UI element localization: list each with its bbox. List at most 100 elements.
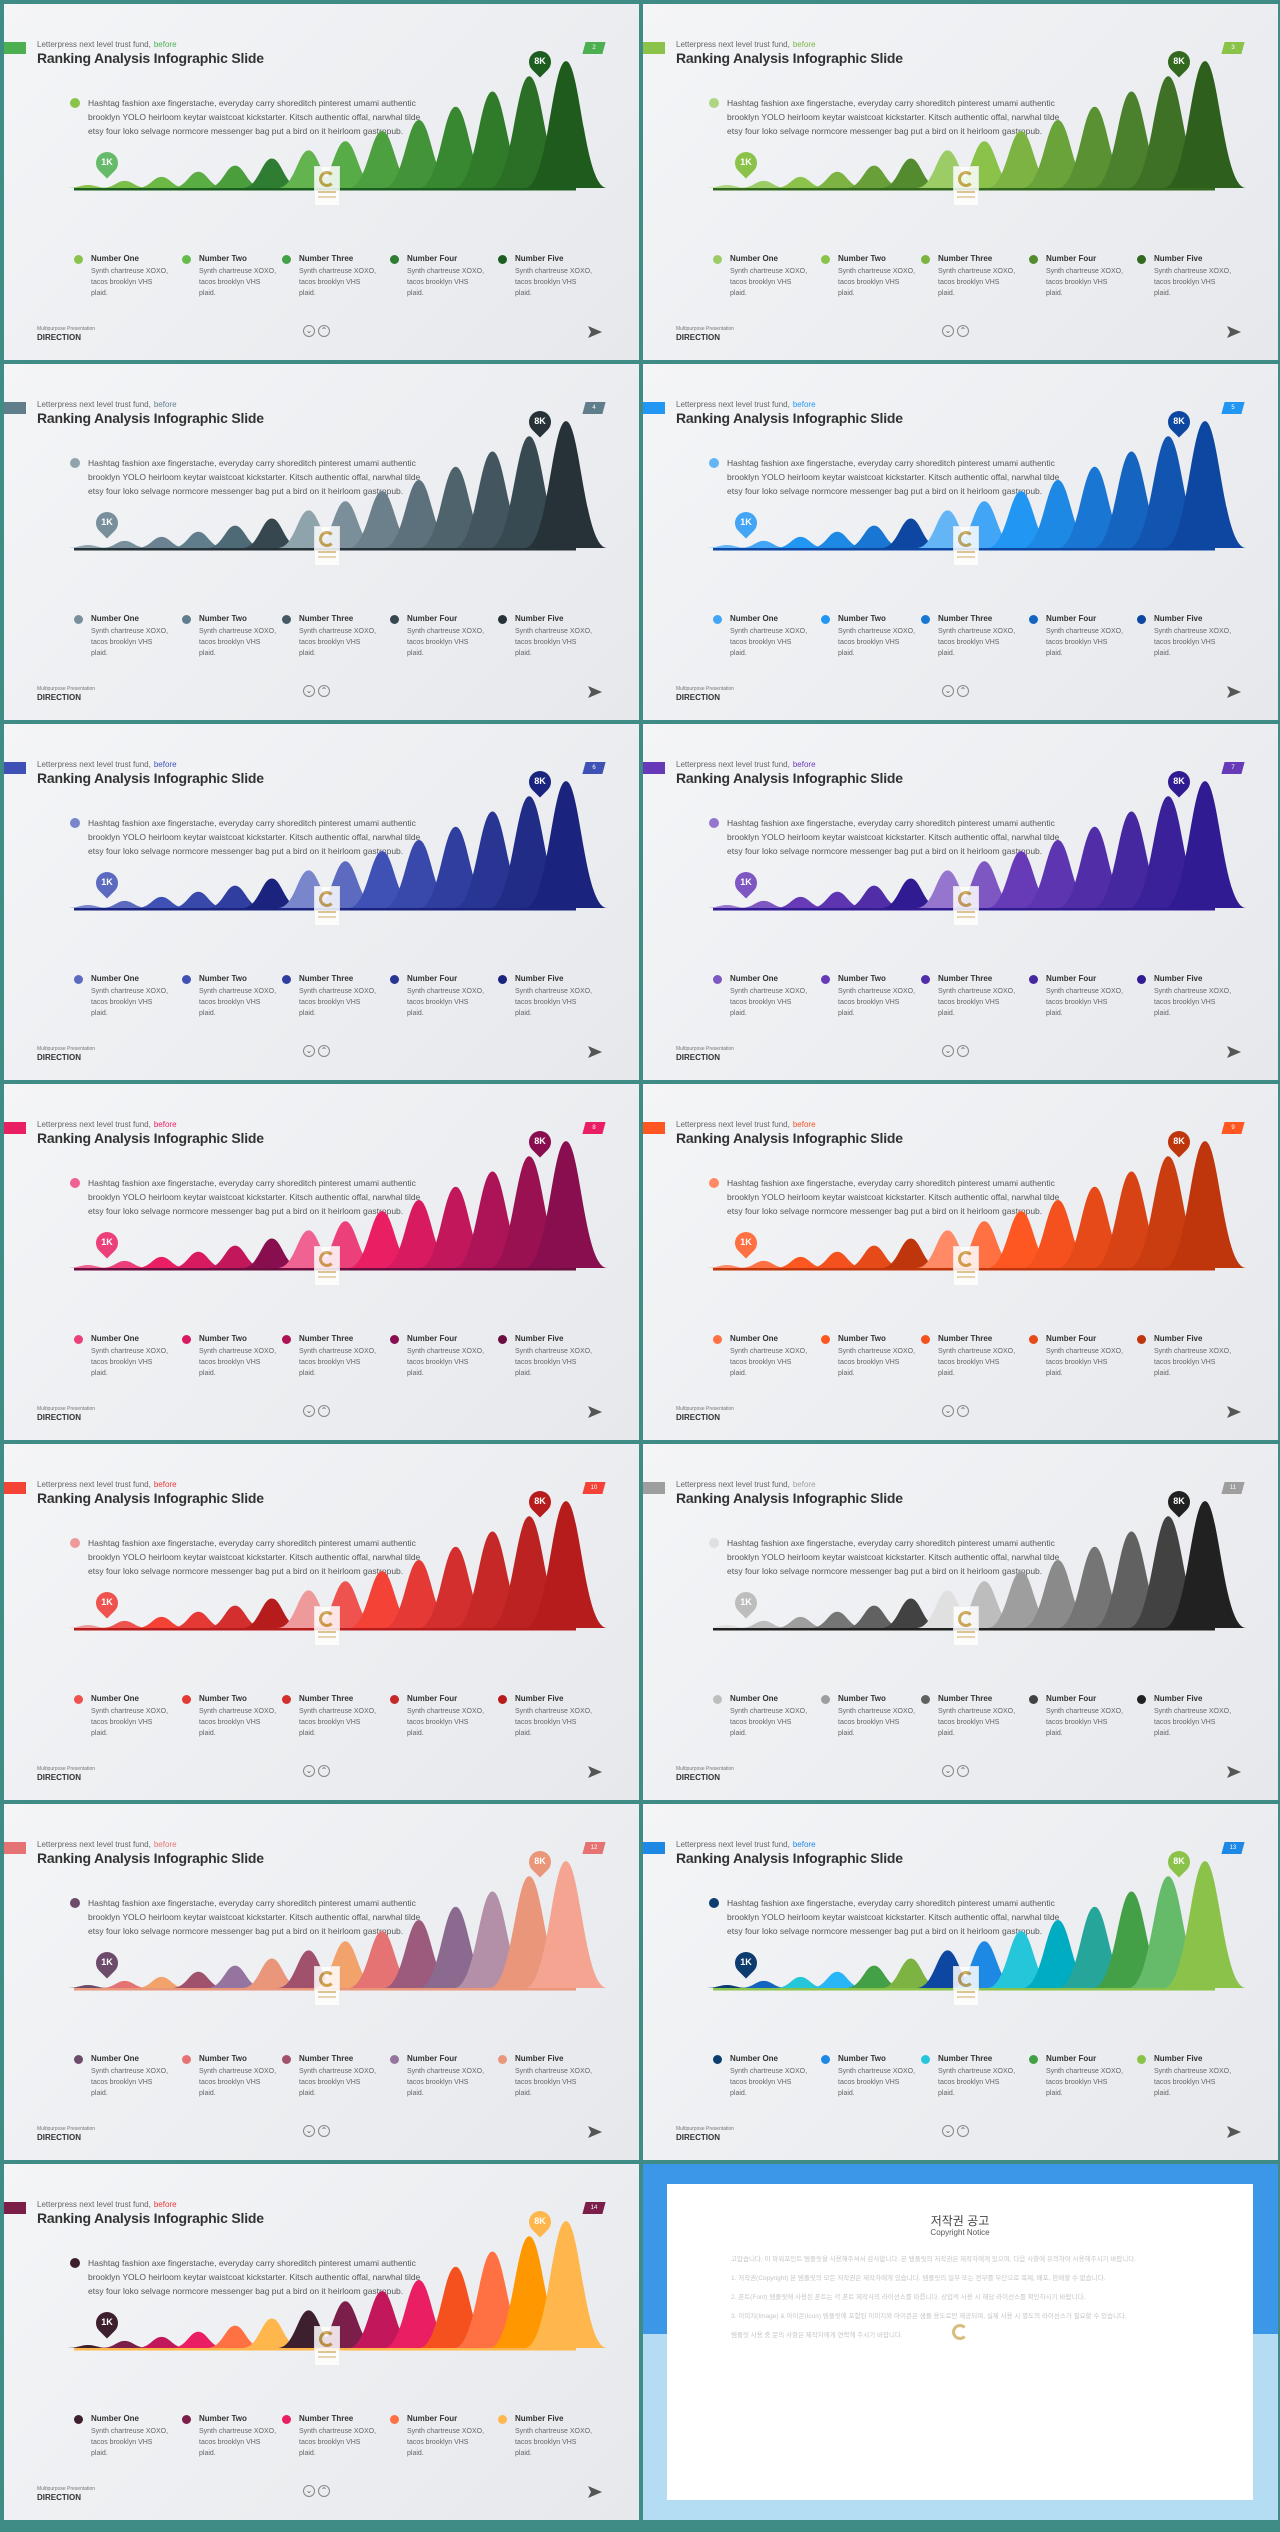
legend-text: Synth chartreuse XOXO, tacos brooklyn VH…: [299, 988, 377, 1017]
chart-peak-2: [100, 900, 149, 908]
legend-dot: [1137, 615, 1146, 624]
ranking-slide-7[interactable]: Letterpress next level trust fund, before…: [643, 724, 1278, 1080]
chevron-down-icon[interactable]: ⌄: [942, 1765, 954, 1777]
chevron-up-icon[interactable]: ⌃: [318, 1045, 330, 1057]
legend-name: Number Five: [515, 2054, 564, 2063]
legend-name: Number Three: [299, 1694, 354, 1703]
chevron-down-icon[interactable]: ⌄: [942, 685, 954, 697]
chevron-down-icon[interactable]: ⌄: [303, 685, 315, 697]
legend-text: Synth chartreuse XOXO, tacos brooklyn VH…: [199, 988, 277, 1017]
ranking-slide-10[interactable]: Letterpress next level trust fund, before…: [4, 1444, 639, 1800]
chevron-up-icon[interactable]: ⌃: [957, 2125, 969, 2137]
slide-grid: Letterpress next level trust fund, before…: [4, 4, 1278, 2528]
copyright-notice-slide[interactable]: 저작권 공고 Copyright Notice 고맙습니다. 이 파워포인트 템플릿…: [643, 2164, 1278, 2520]
description-text: Hashtag fashion axe fingerstache, everyd…: [88, 458, 421, 496]
description-text: Hashtag fashion axe fingerstache, everyd…: [727, 1538, 1060, 1576]
ranking-slide-8[interactable]: Letterpress next level trust fund, before…: [4, 1084, 639, 1440]
chevron-up-icon[interactable]: ⌃: [957, 685, 969, 697]
pin-low-marker: 1K: [91, 147, 123, 179]
footer-subtitle: Multipurpose Presentation: [37, 326, 96, 332]
chevron-up-icon[interactable]: ⌃: [957, 1765, 969, 1777]
paper-plane-icon[interactable]: [587, 2124, 603, 2140]
legend-name: Number Three: [299, 1334, 354, 1343]
watermark-logo: [948, 2320, 972, 2358]
pin-low-marker: 1K: [91, 867, 123, 899]
chevron-down-icon[interactable]: ⌄: [942, 2125, 954, 2137]
paper-plane-icon[interactable]: [1226, 684, 1242, 700]
kicker-highlight: before: [792, 1120, 816, 1129]
description-bullet: [70, 818, 80, 828]
description-text: Hashtag fashion axe fingerstache, everyd…: [727, 818, 1060, 856]
legend-dot: [498, 1335, 507, 1344]
accent-flag: [643, 762, 665, 774]
chart-peak-1: [704, 1264, 750, 1268]
chevron-up-icon[interactable]: ⌃: [318, 1405, 330, 1417]
chevron-down-icon[interactable]: ⌄: [942, 1045, 954, 1057]
chevron-up-icon[interactable]: ⌃: [957, 325, 969, 337]
legend-name: Number One: [91, 614, 140, 623]
paper-plane-icon[interactable]: [587, 1044, 603, 1060]
watermark-logo: [953, 1966, 979, 2006]
ranking-slide-4[interactable]: Letterpress next level trust fund, before…: [4, 364, 639, 720]
paper-plane-icon[interactable]: [587, 1404, 603, 1420]
paper-plane-icon[interactable]: [1226, 1764, 1242, 1780]
legend-name: Number Three: [299, 2414, 354, 2423]
watermark-logo: [314, 886, 340, 926]
paper-plane-icon[interactable]: [587, 2484, 603, 2500]
chevron-up-icon[interactable]: ⌃: [957, 1045, 969, 1057]
chart-peak-4: [171, 1251, 226, 1268]
paper-plane-icon[interactable]: [1226, 1404, 1242, 1420]
legend-dot: [713, 1695, 722, 1704]
ranking-slide-2[interactable]: Letterpress next level trust fund, before…: [4, 4, 639, 360]
chevron-down-icon[interactable]: ⌄: [942, 1405, 954, 1417]
ranking-slide-14[interactable]: Letterpress next level trust fund, before…: [4, 2164, 639, 2520]
slide-kicker: Letterpress next level trust fund, before: [37, 2200, 177, 2209]
chart-peak-6: [242, 158, 302, 188]
paper-plane-icon[interactable]: [1226, 2124, 1242, 2140]
paper-plane-icon[interactable]: [587, 324, 603, 340]
legend-text: Synth chartreuse XOXO, tacos brooklyn VH…: [1046, 988, 1124, 1017]
paper-plane-icon[interactable]: [587, 684, 603, 700]
description-text: Hashtag fashion axe fingerstache, everyd…: [88, 818, 421, 856]
ranking-chart: [704, 421, 1247, 551]
ranking-slide-11[interactable]: Letterpress next level trust fund, before…: [643, 1444, 1278, 1800]
chevron-down-icon[interactable]: ⌄: [303, 1045, 315, 1057]
chart-peak-5: [845, 525, 903, 548]
pin-low-marker: 1K: [91, 1947, 123, 1979]
ranking-chart: [704, 1501, 1247, 1631]
legend-name: Number Four: [407, 254, 458, 263]
footer-subtitle: Multipurpose Presentation: [676, 686, 735, 692]
legend-dot: [1137, 975, 1146, 984]
chevron-down-icon[interactable]: ⌄: [303, 1405, 315, 1417]
chevron-up-icon[interactable]: ⌃: [318, 685, 330, 697]
chevron-down-icon[interactable]: ⌄: [303, 1765, 315, 1777]
paper-plane-icon[interactable]: [1226, 1044, 1242, 1060]
slide-title: Ranking Analysis Infographic Slide: [676, 1490, 903, 1506]
chevron-up-icon[interactable]: ⌃: [957, 1405, 969, 1417]
legend-name: Number Three: [299, 254, 354, 263]
ranking-slide-6[interactable]: Letterpress next level trust fund, before…: [4, 724, 639, 1080]
chevron-up-icon[interactable]: ⌃: [318, 2125, 330, 2137]
chevron-up-icon[interactable]: ⌃: [318, 2485, 330, 2497]
chevron-down-icon[interactable]: ⌄: [303, 2125, 315, 2137]
chevron-down-icon[interactable]: ⌄: [942, 325, 954, 337]
legend-text: Synth chartreuse XOXO, tacos brooklyn VH…: [838, 988, 916, 1017]
ranking-slide-9[interactable]: Letterpress next level trust fund, before…: [643, 1084, 1278, 1440]
pin-high-marker: 8K: [524, 766, 556, 798]
ranking-slide-12[interactable]: Letterpress next level trust fund, before…: [4, 1804, 639, 2160]
watermark-logo: [314, 1606, 340, 1646]
chevron-up-icon[interactable]: ⌃: [318, 1765, 330, 1777]
chevron-up-icon[interactable]: ⌃: [318, 325, 330, 337]
chart-peak-6: [881, 1598, 941, 1628]
ranking-slide-5[interactable]: Letterpress next level trust fund, before…: [643, 364, 1278, 720]
description-text: Hashtag fashion axe fingerstache, everyd…: [727, 98, 1060, 136]
ranking-slide-13[interactable]: Letterpress next level trust fund, before…: [643, 1804, 1278, 2160]
paper-plane-icon[interactable]: [587, 1764, 603, 1780]
chevron-down-icon[interactable]: ⌄: [303, 325, 315, 337]
chevron-down-icon[interactable]: ⌄: [303, 2485, 315, 2497]
description-bullet: [709, 818, 719, 828]
kicker-highlight: before: [792, 40, 816, 49]
ranking-slide-3[interactable]: Letterpress next level trust fund, before…: [643, 4, 1278, 360]
legend-name: Number Two: [838, 2054, 886, 2063]
paper-plane-icon[interactable]: [1226, 324, 1242, 340]
